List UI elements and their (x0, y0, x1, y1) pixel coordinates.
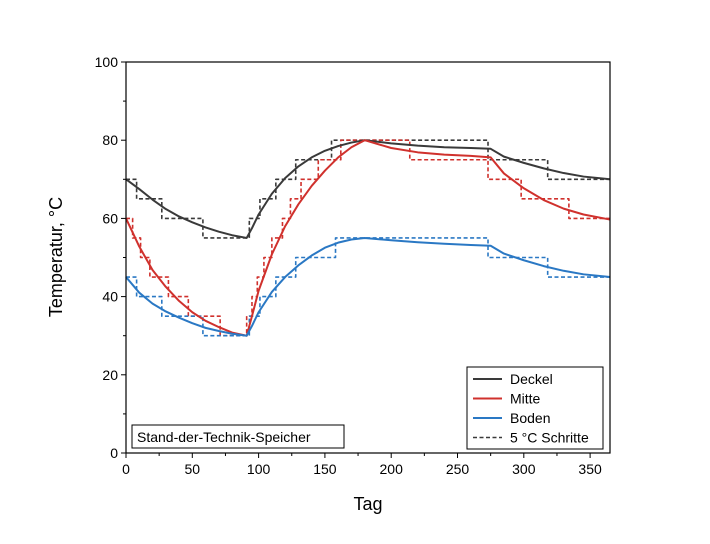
x-tick-label-50: 50 (185, 461, 201, 477)
y-axis-title: Temperatur, °C (46, 197, 66, 317)
x-tick-label-250: 250 (446, 461, 470, 477)
y-tick-label-0: 0 (110, 445, 118, 461)
y-tick-label-40: 40 (102, 289, 118, 305)
x-tick-label-200: 200 (380, 461, 404, 477)
y-tick-label-60: 60 (102, 210, 118, 226)
x-tick-label-100: 100 (247, 461, 271, 477)
legend-label: 5 °C Schritte (510, 430, 589, 446)
annotation-box: Stand-der-Technik-Speicher (131, 424, 345, 449)
x-axis-title: Tag (353, 494, 382, 514)
series-mitte-schritte (126, 139, 610, 337)
legend: Deckel Mitte Boden 5 °C Schritte (466, 366, 604, 450)
series-mitte (125, 139, 611, 337)
legend-label: Boden (510, 410, 550, 426)
x-tick-label-350: 350 (578, 461, 602, 477)
x-tick-label-150: 150 (313, 461, 337, 477)
y-tick-label-100: 100 (95, 54, 119, 70)
series-deckel (125, 139, 611, 239)
series-boden (125, 236, 611, 337)
series-5-c-schritte (126, 139, 610, 239)
series-layer (125, 139, 611, 337)
y-tick-label-20: 20 (102, 367, 118, 383)
annotation-frame (131, 424, 345, 449)
legend-label: Mitte (510, 391, 541, 407)
plot-frame (125, 61, 611, 454)
x-tick-label-0: 0 (122, 461, 130, 477)
series-boden-schritte (126, 237, 610, 337)
y-tick-label-80: 80 (102, 132, 118, 148)
annotation-label: Stand-der-Technik-Speicher (137, 429, 311, 445)
x-tick-label-300: 300 (512, 461, 536, 477)
legend-label: Deckel (510, 371, 553, 387)
legend-frame (466, 366, 604, 450)
tick-labels: 0 50 100 150 200 250 300 350 0 20 40 60 80 100 (95, 54, 602, 477)
